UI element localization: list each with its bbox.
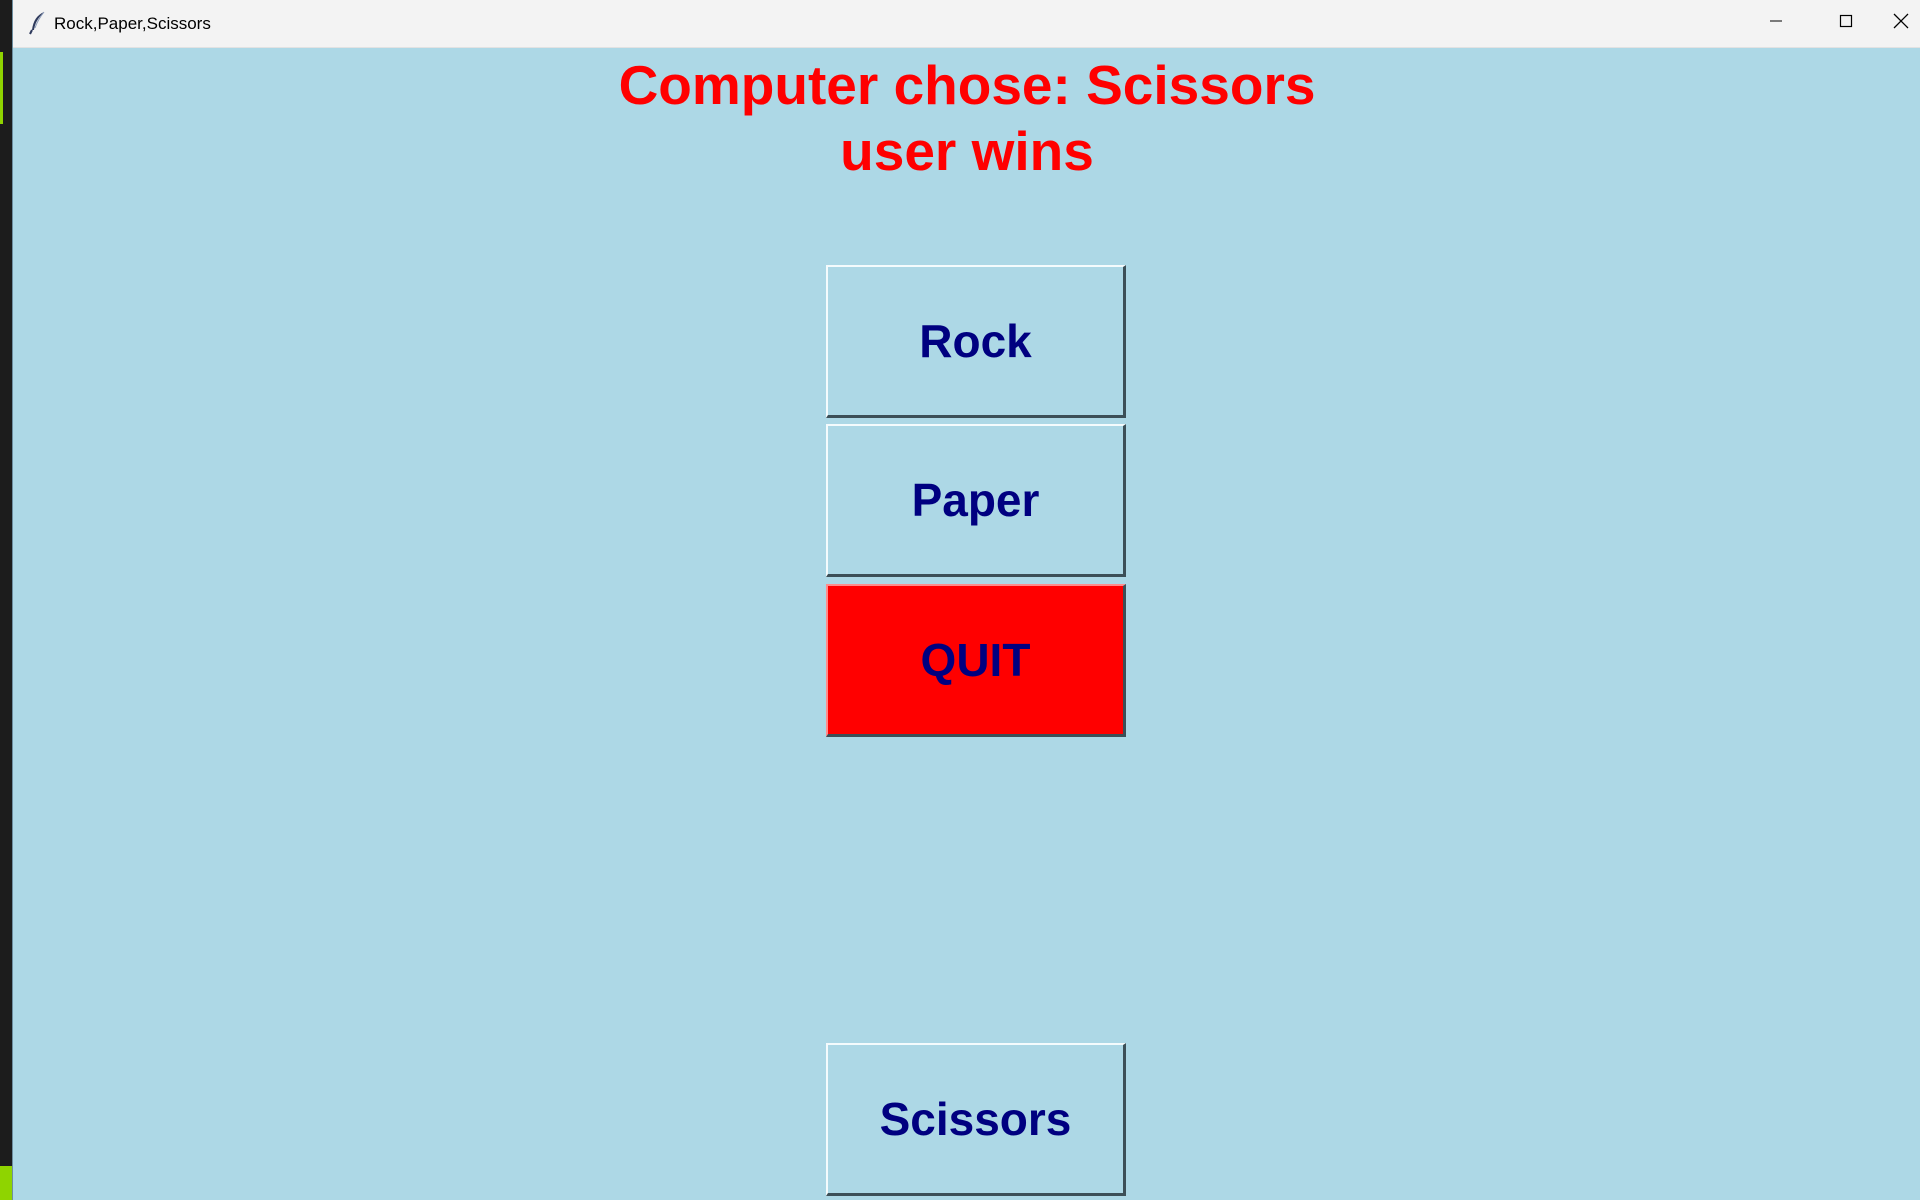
minimize-button[interactable] (1741, 0, 1811, 47)
title-bar[interactable]: Rock,Paper,Scissors (13, 0, 1920, 48)
desktop-accent (0, 1166, 12, 1200)
app-window: Rock,Paper,Scissors Computer chose: Scis… (12, 0, 1920, 1200)
quit-button[interactable]: QUIT (826, 584, 1126, 737)
feather-icon (27, 11, 49, 35)
paper-button[interactable]: Paper (826, 424, 1126, 577)
minimize-icon (1768, 13, 1784, 34)
close-button[interactable] (1881, 0, 1920, 47)
scissors-button[interactable]: Scissors (826, 1043, 1126, 1196)
computer-choice-label: Computer chose: Scissors (618, 54, 1316, 116)
window-title: Rock,Paper,Scissors (54, 14, 211, 33)
desktop-accent (0, 52, 3, 124)
desktop-edge (0, 0, 12, 1200)
maximize-icon (1838, 13, 1854, 34)
game-result-label: user wins (840, 120, 1094, 182)
maximize-button[interactable] (1811, 0, 1881, 47)
rock-button[interactable]: Rock (826, 265, 1126, 418)
close-icon (1892, 12, 1910, 35)
